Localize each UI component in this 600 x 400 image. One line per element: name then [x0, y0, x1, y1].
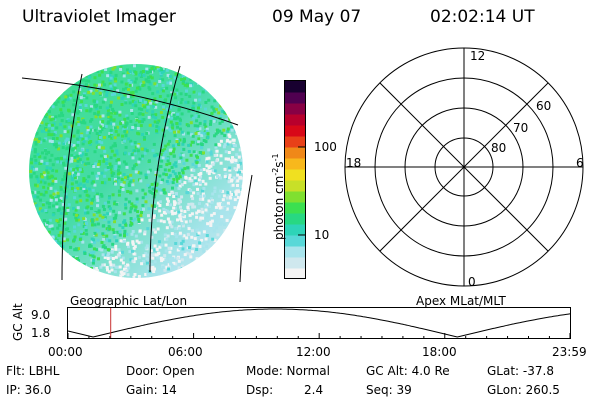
colorbar-cell [285, 235, 305, 247]
colorbar-cell [285, 114, 305, 126]
instrument-title: Ultraviolet Imager [22, 7, 176, 27]
colorbar-cell [285, 103, 305, 115]
colorbar-cell [285, 169, 305, 181]
colorbar-tick-100: 100 [314, 140, 337, 154]
date-label: 09 May 07 [272, 7, 362, 27]
polar-label-6: 6 [576, 156, 584, 170]
colorbar-cell [285, 180, 305, 192]
x-tick-2359: 23:59 [552, 345, 587, 359]
gc-alt-max: 9.0 [31, 308, 51, 322]
glon-value: GLon: 260.5 [487, 383, 560, 397]
colorbar-cell [285, 125, 305, 137]
polar-label-12: 12 [470, 49, 486, 63]
seq-value: Seq: 39 [366, 383, 412, 397]
gc-alt-min: 1.8 [31, 326, 51, 340]
x-tick-1200: 12:00 [296, 345, 331, 359]
dsp-value: 2.4 [304, 383, 324, 397]
colorbar-cell [285, 81, 305, 93]
polar-lat-60: 60 [536, 99, 552, 113]
colorbar-cell [285, 136, 305, 148]
gain-value: Gain: 14 [126, 383, 177, 397]
geo-coord-label: Geographic Lat/Lon [70, 294, 188, 308]
colorbar-cell [285, 147, 305, 159]
geo-grid [21, 65, 253, 283]
ip-value: IP: 36.0 [6, 383, 52, 397]
polar-label-0: 0 [468, 275, 476, 289]
x-tick-0000: 00:00 [48, 345, 83, 359]
colorbar-cell [285, 224, 305, 236]
dsp-label: Dsp: [246, 383, 274, 397]
colorbar-cell [285, 92, 305, 104]
colorbar-cell [285, 257, 305, 269]
polar-lat-70: 70 [513, 121, 529, 135]
altitude-curve [67, 308, 571, 338]
colorbar-cell [285, 213, 305, 225]
colorbar-cell [285, 246, 305, 258]
colorbar-cell [285, 191, 305, 203]
colorbar-tick-10: 10 [314, 228, 330, 242]
time-label: 02:02:14 UT [430, 7, 535, 27]
door-status: Door: Open [126, 364, 195, 378]
x-tick-0600: 06:00 [168, 345, 203, 359]
colorbar-cell [285, 158, 305, 170]
polar-label-18: 18 [346, 156, 362, 170]
mode-value: Mode: Normal [246, 364, 330, 378]
apex-coord-label: Apex MLat/MLT [416, 294, 506, 308]
colorbar [284, 80, 306, 280]
x-tick-1800: 18:00 [422, 345, 457, 359]
polar-lat-80: 80 [491, 141, 507, 155]
glat-value: GLat: -37.8 [487, 364, 554, 378]
gc-alt-value: GC Alt: 4.0 Re [366, 364, 450, 378]
colorbar-cell [285, 268, 305, 280]
colorbar-cell [285, 202, 305, 214]
filter-value: Flt: LBHL [6, 364, 60, 378]
